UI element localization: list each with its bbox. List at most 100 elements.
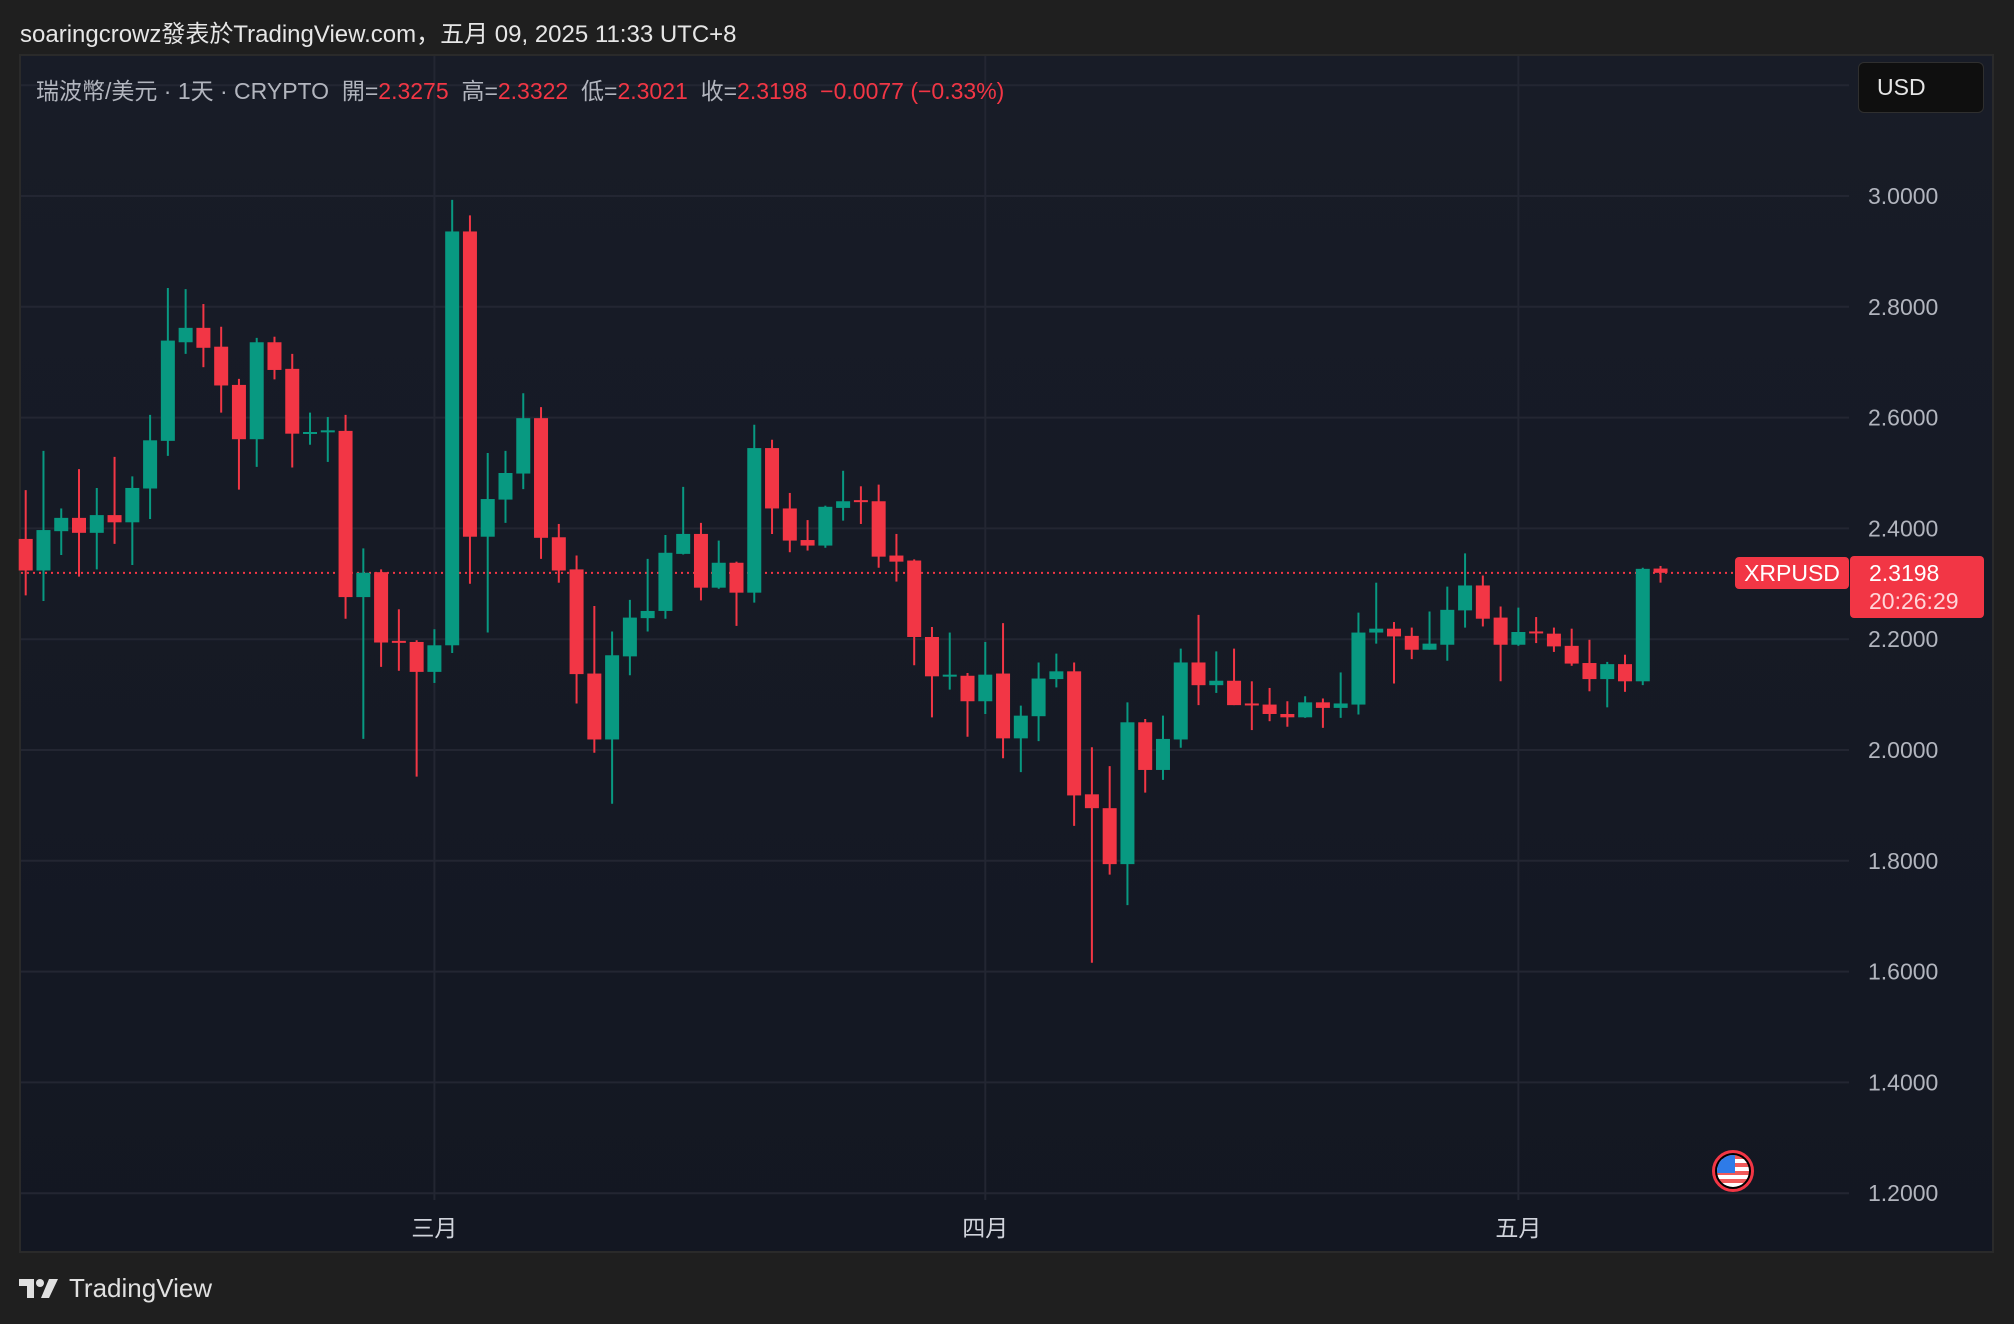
candle-up[interactable] [498,450,513,523]
candle-up[interactable] [1333,672,1348,718]
candle-down[interactable] [551,523,566,583]
candle-down[interactable] [462,215,477,584]
candle-up[interactable] [622,599,637,676]
candle-down[interactable] [587,605,602,753]
candle-down[interactable] [267,336,282,380]
candle-up[interactable] [1120,702,1135,906]
candle-up[interactable] [320,417,335,462]
candle-down[interactable] [871,484,886,568]
candle-up[interactable] [1049,653,1064,688]
candle-down[interactable] [285,353,300,468]
candle-down[interactable] [1315,698,1330,728]
candle-up[interactable] [303,412,318,445]
candle-down[interactable] [907,559,922,666]
candle-up[interactable] [427,629,442,683]
candle-down[interactable] [1227,648,1242,706]
candle-down[interactable] [1582,639,1597,692]
candle-up[interactable] [836,470,851,521]
candle-down[interactable] [1564,628,1579,666]
candle-down[interactable] [409,640,424,777]
candle-down[interactable] [1138,718,1153,793]
us-flag-event-icon[interactable] [1712,1150,1754,1192]
candle-down[interactable] [534,407,549,559]
candle-up[interactable] [125,476,140,565]
candle-up[interactable] [1511,607,1526,646]
candle-body [160,340,175,441]
candle-down[interactable] [1493,606,1508,682]
candle-up[interactable] [978,641,993,714]
candle-down[interactable] [1067,662,1082,826]
candle-up[interactable] [605,631,620,804]
candle-down[interactable] [1191,614,1206,706]
tradingview-logo[interactable]: TradingView [19,1273,212,1304]
candle-up[interactable] [1600,661,1615,708]
candle-up[interactable] [178,289,193,354]
candle-down[interactable] [782,492,797,553]
candle-up[interactable] [1422,611,1437,650]
candle-up[interactable] [249,337,264,467]
candle-up[interactable] [89,487,104,570]
candle-down[interactable] [1262,687,1277,722]
candle-down[interactable] [960,672,975,737]
candle-up[interactable] [36,450,51,601]
candle-down[interactable] [1653,565,1668,583]
candle-up[interactable] [54,508,69,555]
candle-down[interactable] [889,533,904,582]
candle-up[interactable] [356,548,371,739]
candle-down[interactable] [1546,627,1561,652]
candle-down[interactable] [1618,654,1632,692]
candle-down[interactable] [800,520,815,551]
chart-panel[interactable] [19,54,1994,1253]
candle-up[interactable] [818,505,833,548]
candle-down[interactable] [693,522,708,601]
candle-down[interactable] [1280,701,1295,727]
candle-down[interactable] [196,304,211,368]
candle-up[interactable] [1013,705,1028,773]
candle-up[interactable] [1298,696,1313,718]
candle-down[interactable] [18,490,33,596]
candle-up[interactable] [143,414,158,519]
candle-up[interactable] [1173,648,1188,748]
candle-down[interactable] [1084,747,1099,963]
candle-up[interactable] [747,424,762,603]
candle-up[interactable] [942,632,957,690]
candle-down[interactable] [1529,617,1544,644]
candle-up[interactable] [1369,582,1384,644]
candle-up[interactable] [1031,662,1046,742]
candle-body [978,674,993,702]
candle-up[interactable] [1155,715,1170,780]
candle-down[interactable] [1244,681,1259,731]
candle-up[interactable] [480,453,495,633]
candle-up[interactable] [445,199,460,654]
candle-down[interactable] [1475,575,1490,627]
candle-down[interactable] [924,627,939,718]
candle-down[interactable] [1386,622,1401,684]
candle-down[interactable] [214,326,229,413]
candle-down[interactable] [374,569,389,667]
candle-up[interactable] [1458,553,1473,628]
currency-button[interactable]: USD [1858,62,1984,113]
candle-up[interactable] [1209,651,1224,693]
candle-up[interactable] [640,558,655,632]
candle-down[interactable] [996,623,1011,759]
candle-down[interactable] [853,486,868,524]
candle-down[interactable] [231,378,246,490]
candle-down[interactable] [1102,766,1117,875]
candle-up[interactable] [658,535,673,619]
candle-up[interactable] [1635,567,1650,686]
candle-up[interactable] [711,540,726,589]
candle-down[interactable] [391,609,406,671]
candle-up[interactable] [1351,612,1366,715]
candle-down[interactable] [72,469,87,577]
candle-up[interactable] [1440,586,1455,661]
candle-down[interactable] [729,561,744,626]
candle-up[interactable] [676,486,691,555]
candle-down[interactable] [338,414,353,619]
candle-down[interactable] [107,456,122,544]
candle-up[interactable] [160,287,175,456]
candle-up[interactable] [516,393,531,490]
candle-down[interactable] [765,439,780,534]
candle-down[interactable] [569,555,584,704]
candle-down[interactable] [1404,627,1419,660]
